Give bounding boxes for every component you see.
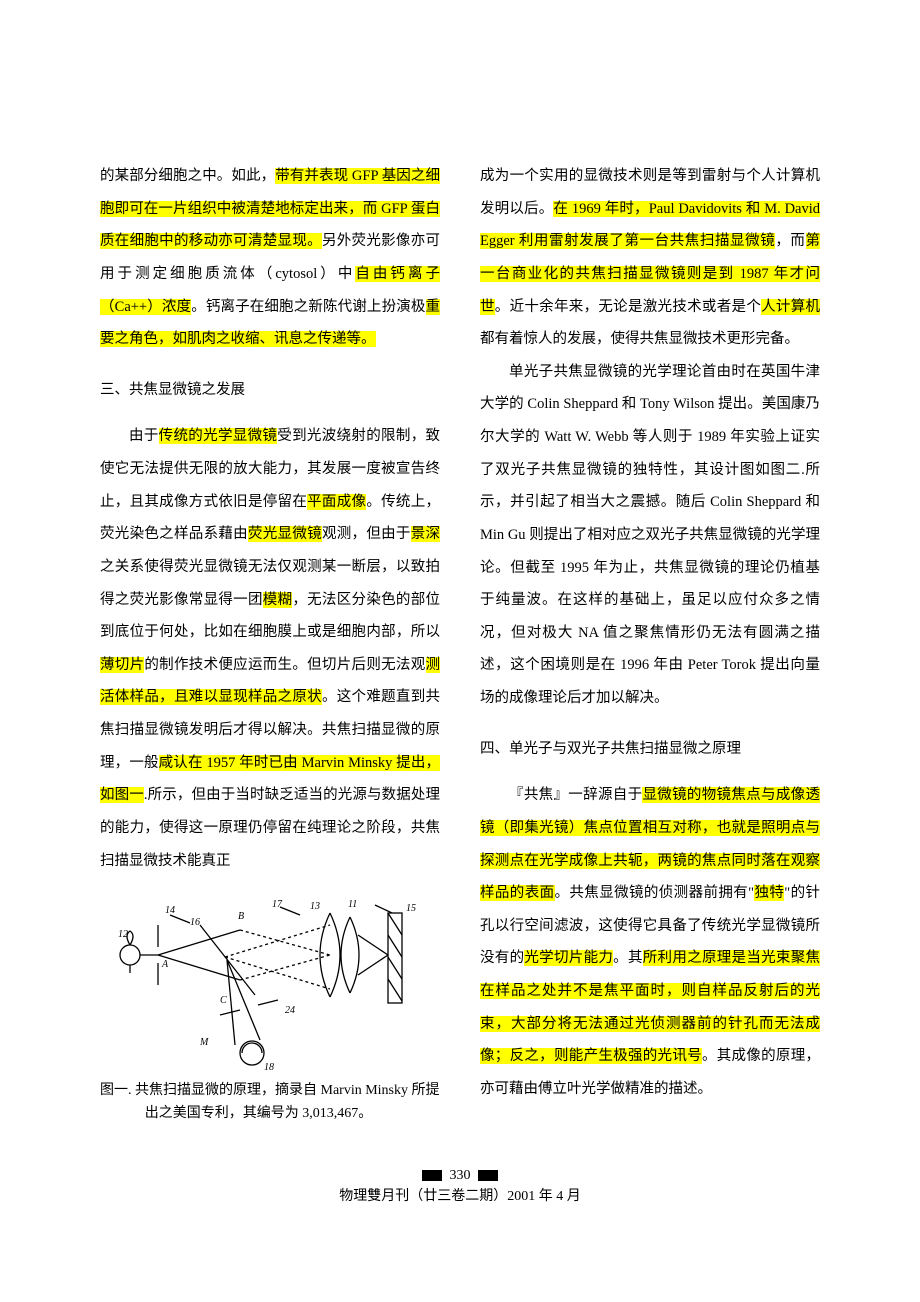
highlight: 光学切片能力 bbox=[524, 950, 613, 966]
text: 的某部分细胞之中。如此， bbox=[100, 168, 275, 184]
page-number: 330 bbox=[450, 1165, 471, 1186]
right-p1: 成为一个实用的显微技术则是等到雷射与个人计算机发明以后。在 1969 年时，Pa… bbox=[480, 160, 820, 356]
svg-text:17: 17 bbox=[272, 899, 283, 910]
text: 由于 bbox=[129, 428, 159, 444]
highlight: 模糊 bbox=[263, 592, 293, 608]
footer-box-icon bbox=[422, 1170, 442, 1181]
text: 。钙离子在细胞之新陈代谢上扮演极 bbox=[191, 299, 425, 315]
text: 。共焦显微镜的侦测器前拥有" bbox=[555, 885, 755, 901]
svg-text:12: 12 bbox=[118, 929, 128, 940]
text: ，而 bbox=[775, 233, 805, 249]
page-footer: 330 物理雙月刊（廿三卷二期）2001 年 4 月 bbox=[100, 1165, 820, 1207]
highlight: 传统的光学显微镜 bbox=[159, 428, 278, 444]
left-column: 的某部分细胞之中。如此，带有并表现 GFP 基因之细胞即可在一片组织中被清楚地标… bbox=[100, 160, 440, 1125]
text: 。其 bbox=[613, 950, 643, 966]
text: 的制作技术便应运而生。但切片后则无法观 bbox=[144, 657, 425, 673]
figure-1: 12 14 A 16 B 17 13 11 15 C 24 M 18 bbox=[100, 895, 440, 1070]
page-number-row: 330 bbox=[100, 1165, 820, 1186]
highlight: 平面成像 bbox=[307, 494, 366, 510]
text: 都有着惊人的发展，使得共焦显微技术更形完备。 bbox=[480, 331, 799, 347]
left-p2: 由于传统的光学显微镜受到光波绕射的限制，致使它无法提供无限的放大能力，其发展一度… bbox=[100, 420, 440, 877]
section-3-heading: 三、共焦显微镜之发展 bbox=[100, 374, 440, 407]
svg-text:A: A bbox=[161, 959, 169, 970]
svg-text:24: 24 bbox=[285, 1005, 295, 1016]
svg-text:14: 14 bbox=[165, 905, 175, 916]
highlight: 人计算机 bbox=[761, 299, 820, 315]
highlight: 独特 bbox=[754, 885, 784, 901]
svg-text:18: 18 bbox=[264, 1062, 274, 1070]
right-column: 成为一个实用的显微技术则是等到雷射与个人计算机发明以后。在 1969 年时，Pa… bbox=[480, 160, 820, 1125]
confocal-principle-diagram-icon: 12 14 A 16 B 17 13 11 15 C 24 M 18 bbox=[100, 895, 440, 1070]
two-column-layout: 的某部分细胞之中。如此，带有并表现 GFP 基因之细胞即可在一片组织中被清楚地标… bbox=[100, 160, 820, 1125]
svg-text:M: M bbox=[199, 1037, 209, 1048]
left-p1: 的某部分细胞之中。如此，带有并表现 GFP 基因之细胞即可在一片组织中被清楚地标… bbox=[100, 160, 440, 356]
figure-1-caption: 图一. 共焦扫描显微的原理，摘录自 Marvin Minsky 所提出之美国专利… bbox=[145, 1080, 440, 1125]
footer-box-icon bbox=[478, 1170, 498, 1181]
svg-text:16: 16 bbox=[190, 917, 200, 928]
text: 观测，但由于 bbox=[322, 526, 411, 542]
text: 。近十余年来，无论是激光技术或者是个 bbox=[495, 299, 761, 315]
highlight: 薄切片 bbox=[100, 657, 144, 673]
highlight: 荧光显微镜 bbox=[248, 526, 322, 542]
section-4-heading: 四、单光子与双光子共焦扫描显微之原理 bbox=[480, 733, 820, 766]
highlight: 景深 bbox=[411, 526, 440, 542]
svg-text:B: B bbox=[238, 911, 244, 922]
svg-text:13: 13 bbox=[310, 901, 320, 912]
right-p3: 『共焦』一辞源自于显微镜的物镜焦点与成像透镜（即集光镜）焦点位置相互对称，也就是… bbox=[480, 779, 820, 1105]
svg-text:11: 11 bbox=[348, 899, 357, 910]
right-p2: 单光子共焦显微镜的光学理论首由时在英国牛津大学的 Colin Sheppard … bbox=[480, 356, 820, 715]
svg-text:15: 15 bbox=[406, 903, 416, 914]
journal-line: 物理雙月刊（廿三卷二期）2001 年 4 月 bbox=[100, 1186, 820, 1207]
svg-text:C: C bbox=[220, 995, 227, 1006]
text: .所示，但由于当时缺乏适当的光源与数据处理的能力，使得这一原理仍停留在纯理论之阶… bbox=[100, 787, 440, 868]
text: 『共焦』一辞源自于 bbox=[509, 787, 642, 803]
